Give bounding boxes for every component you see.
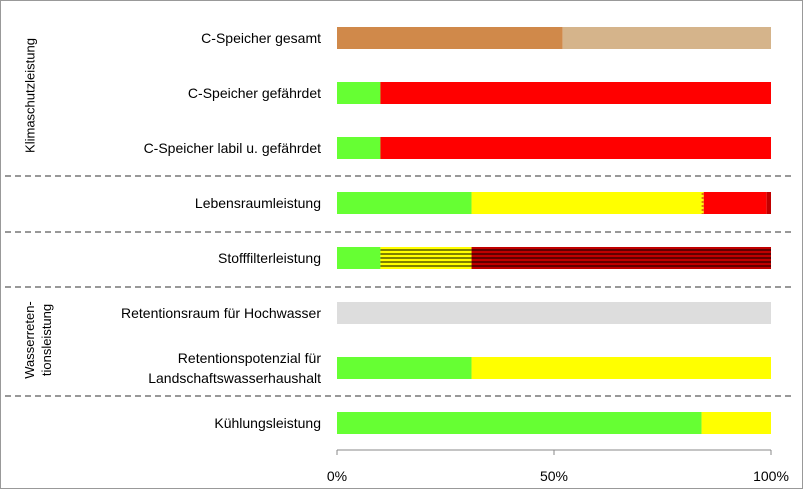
bar-segment: [337, 82, 381, 104]
bar-segment: [337, 27, 563, 49]
x-tick-label: 0%: [326, 468, 348, 484]
category-label: C-Speicher gesamt: [201, 30, 321, 46]
bar-segment: [337, 137, 381, 159]
category-label: Lebensraumleistung: [194, 195, 321, 211]
x-tick-label: 100%: [753, 468, 789, 484]
group-label: Klimaschutzleistung: [22, 37, 38, 153]
x-tick-label: 50%: [539, 468, 569, 484]
category-label: Retentionspotenzial für Landschaftswasse…: [148, 350, 321, 386]
bar-segment: [337, 412, 702, 434]
bar-segment: [380, 137, 771, 159]
category-label: Retentionsraum für Hochwasser: [121, 305, 321, 321]
category-label: C-Speicher labil u. gefährdet: [143, 140, 321, 156]
category-label: Kühlungsleistung: [214, 415, 321, 431]
bar-segment: [562, 27, 771, 49]
bar-segment: [337, 302, 771, 324]
bar-segment: [380, 82, 771, 104]
bar-segment: [471, 247, 771, 269]
bar-segment: [471, 192, 702, 214]
group-label: Wasserreten- tionsleistung: [22, 301, 54, 379]
separators: [5, 175, 795, 397]
category-label: C-Speicher gefährdet: [187, 85, 321, 101]
bar-segment: [337, 247, 381, 269]
bar-segment: [701, 412, 771, 434]
bar-segment: [337, 357, 472, 379]
bar-segment: [337, 192, 472, 214]
bar-segment: [766, 192, 771, 214]
category-label: Stofffilterleistung: [218, 250, 321, 266]
bar-segment: [471, 357, 771, 379]
bar-segment: [380, 247, 472, 269]
bar-segment: [703, 192, 767, 214]
bar-segment: [701, 192, 704, 214]
